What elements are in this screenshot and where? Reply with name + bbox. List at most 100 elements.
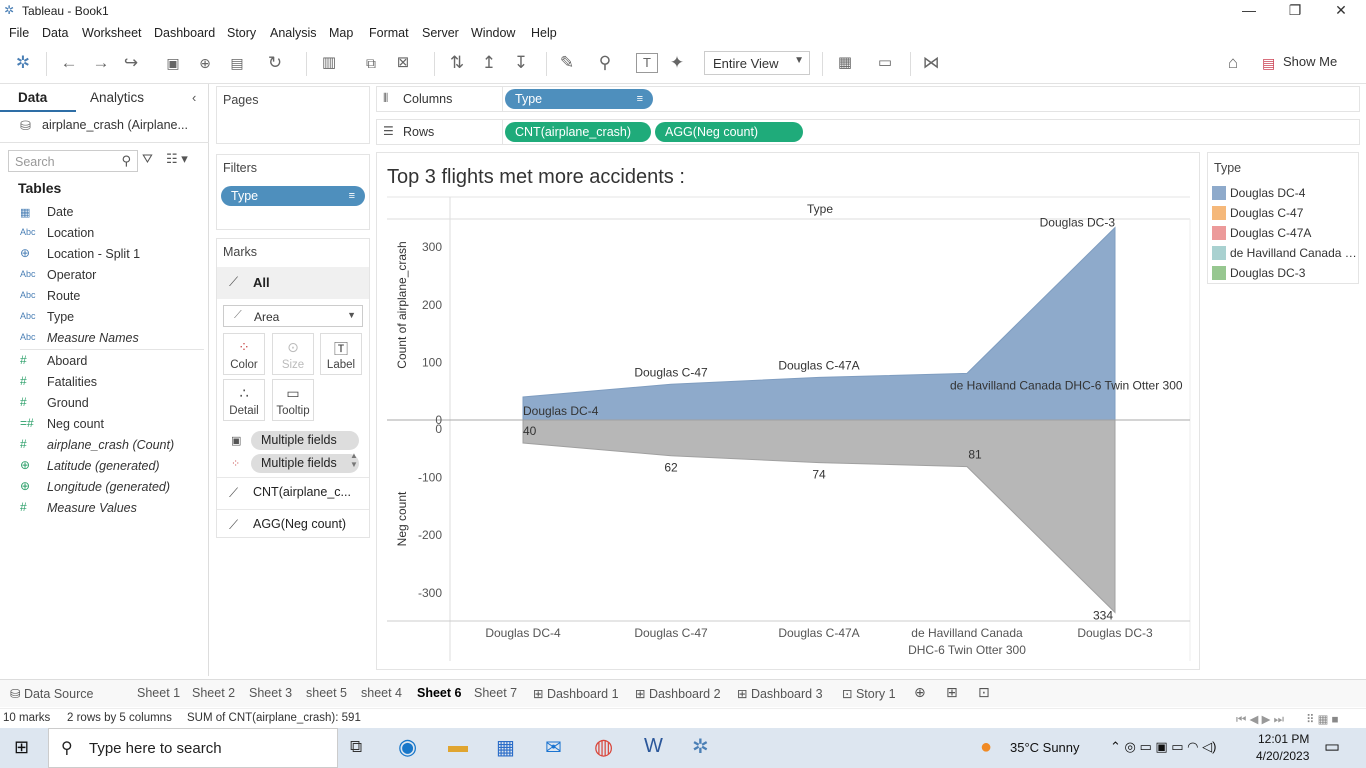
columns-pill-type[interactable]: Type ≡ [505,89,653,109]
windows-start-icon[interactable]: ⊞ [14,737,30,757]
chrome-icon[interactable]: ◍ [594,734,614,759]
highlight-icon[interactable]: ✎ [559,53,575,72]
tab-dashboard-3[interactable]: ⊞ Dashboard 3 [737,687,823,701]
new-story-tab-icon[interactable]: ⊡ [978,684,990,700]
collapse-icon[interactable]: ‹ [192,90,197,105]
pin-icon[interactable]: ✦ [669,53,685,72]
menu-server[interactable]: Server [422,26,459,40]
tab-dashboard-1[interactable]: ⊞ Dashboard 1 [533,687,619,701]
mail-icon[interactable]: ✉ [545,737,562,759]
new-worksheet-icon[interactable]: ▥ [321,54,337,71]
undo-icon[interactable]: ← [60,53,78,72]
sheet-sorter-icon[interactable]: ⠿ ▦ ■ [1306,714,1339,726]
rows-pill-neg[interactable]: AGG(Neg count) [655,122,803,142]
menu-data[interactable]: Data [42,26,69,40]
share-icon[interactable]: ⋈ [922,53,940,72]
new-worksheet-tab-icon[interactable]: ⊕ [914,684,926,700]
tab-dashboard-2[interactable]: ⊞ Dashboard 2 [635,687,721,701]
presentation-icon[interactable]: ▭ [877,54,893,71]
tableau-home-icon[interactable]: ✲ [15,53,31,72]
clear-sheet-icon[interactable]: ⊠ [396,54,410,71]
field-neg-count[interactable]: =# Neg count [20,416,104,431]
marks-sub-neg[interactable]: ⟋ AGG(Neg count) [217,509,369,539]
area-chart[interactable]: Top 3 flights met more accidents : Type 0 1… [377,153,1199,669]
tab-data-source[interactable]: ⛁ Data Source [10,687,94,701]
field-longitude[interactable]: ⊕ Longitude (generated) [20,479,171,494]
group-icon[interactable]: ⚲ [598,53,612,72]
menu-format[interactable]: Format [369,26,409,40]
filter-pill-type[interactable]: Type ≡ [221,186,365,206]
detail-button[interactable]: ∴ Detail [223,379,265,421]
tab-story-1[interactable]: ⊡ Story 1 [842,687,896,701]
tab-data[interactable]: Data [18,90,48,105]
field-location-split[interactable]: ⊕ Location - Split 1 [20,246,141,261]
menu-worksheet[interactable]: Worksheet [82,26,142,40]
sort-ascending-icon[interactable]: ↥ [481,53,497,72]
color-legend[interactable]: Type Douglas DC-4 Douglas C-47 Douglas C-4… [1207,152,1359,284]
pages-card[interactable]: Pages [216,86,370,144]
file-explorer-icon[interactable]: ▬ [448,735,468,757]
view-options-icon[interactable]: ☷ ▾ [166,151,188,166]
tab-analytics[interactable]: Analytics [90,90,145,105]
fit-dropdown[interactable]: Entire View ▼ [704,51,810,75]
field-measure-names[interactable]: Abc Measure Names [20,331,139,345]
restore-icon[interactable]: ❐ [1288,2,1302,18]
filters-card[interactable]: Filters Type ≡ [216,154,370,230]
size-button[interactable]: ⊙ Size [272,333,314,375]
search-input[interactable]: Search ⚲ [8,150,138,172]
menu-map[interactable]: Map [329,26,354,40]
replay-icon[interactable]: ↪ [123,53,139,72]
field-airplane-crash-count[interactable]: # airplane_crash (Count) [20,437,175,452]
datasource-name[interactable]: airplane_crash (Airplane... [42,118,188,132]
menu-file[interactable]: File [9,26,30,40]
paint-icon[interactable]: ⌂ [1227,53,1239,72]
show-cards-icon[interactable]: ▦ [837,54,853,71]
scroll-icon[interactable]: ▲ ▼ [350,451,358,469]
rows-shelf[interactable]: ☰ Rows CNT(airplane_crash) AGG(Neg count… [376,119,1360,145]
tray-icons[interactable]: ⌃ ◎ ▭ ▣ ▭ ◠ ◁) [1110,739,1217,754]
sort-descending-icon[interactable]: ↧ [513,53,529,72]
redo-icon[interactable]: → [92,53,110,72]
menu-window[interactable]: Window [471,26,516,40]
tooltip-button[interactable]: ▭ Tooltip [272,379,314,421]
field-type[interactable]: Abc Type [20,310,75,324]
field-latitude[interactable]: ⊕ Latitude (generated) [20,458,160,473]
menu-help[interactable]: Help [531,26,557,40]
notification-icon[interactable]: ▭ [1324,737,1341,756]
menu-dashboard[interactable]: Dashboard [154,26,216,40]
edge-icon[interactable]: ◉ [398,734,418,759]
swap-icon[interactable]: ⇅ [449,53,465,72]
tab-sheet-6[interactable]: Sheet 6 [417,686,462,700]
field-measure-values[interactable]: # Measure Values [20,500,137,515]
pause-updates-icon[interactable]: ▤ [230,55,244,71]
field-ground[interactable]: # Ground [20,395,89,410]
menu-analysis[interactable]: Analysis [270,26,317,40]
tableau-taskbar-icon[interactable]: ✲ [692,736,709,758]
label-button[interactable]: 🅃 Label [320,333,362,375]
worksheet-view[interactable]: Top 3 flights met more accidents : Type 0 1… [376,152,1200,670]
duplicate-icon[interactable]: ⧉ [366,55,376,71]
field-location[interactable]: Abc Location [20,226,95,240]
filter-icon[interactable]: ⛛ [142,151,153,166]
task-view-icon[interactable]: ⧉ [350,737,363,756]
field-operator[interactable]: Abc Operator [20,268,97,282]
marks-all-row[interactable]: ⟋ All [217,267,369,299]
color-button[interactable]: ⁘ Color [223,333,265,375]
tab-sheet-1[interactable]: Sheet 1 [137,686,181,700]
minimize-icon[interactable]: — [1242,2,1256,18]
field-fatalities[interactable]: # Fatalities [20,374,98,389]
multiple-fields-color-pill[interactable]: Multiple fields [251,454,359,473]
tab-sheet-5[interactable]: sheet 5 [306,686,348,700]
new-datasource-icon[interactable]: ⊕ [199,55,211,71]
word-icon[interactable]: W [644,735,663,757]
close-icon[interactable]: ✕ [1335,2,1347,18]
tab-sheet-4[interactable]: sheet 4 [361,686,403,700]
store-icon[interactable]: ▦ [496,737,515,759]
sheet-nav-icon[interactable]: ⏮ ◀ ▶ ⏭ [1236,714,1284,726]
refresh-icon[interactable]: ↻ [267,53,283,72]
tab-sheet-2[interactable]: Sheet 2 [192,686,236,700]
tab-sheet-7[interactable]: Sheet 7 [474,686,518,700]
tab-sheet-3[interactable]: Sheet 3 [249,686,293,700]
save-icon[interactable]: ▣ [166,55,180,71]
show-labels-icon[interactable]: T [636,53,658,73]
